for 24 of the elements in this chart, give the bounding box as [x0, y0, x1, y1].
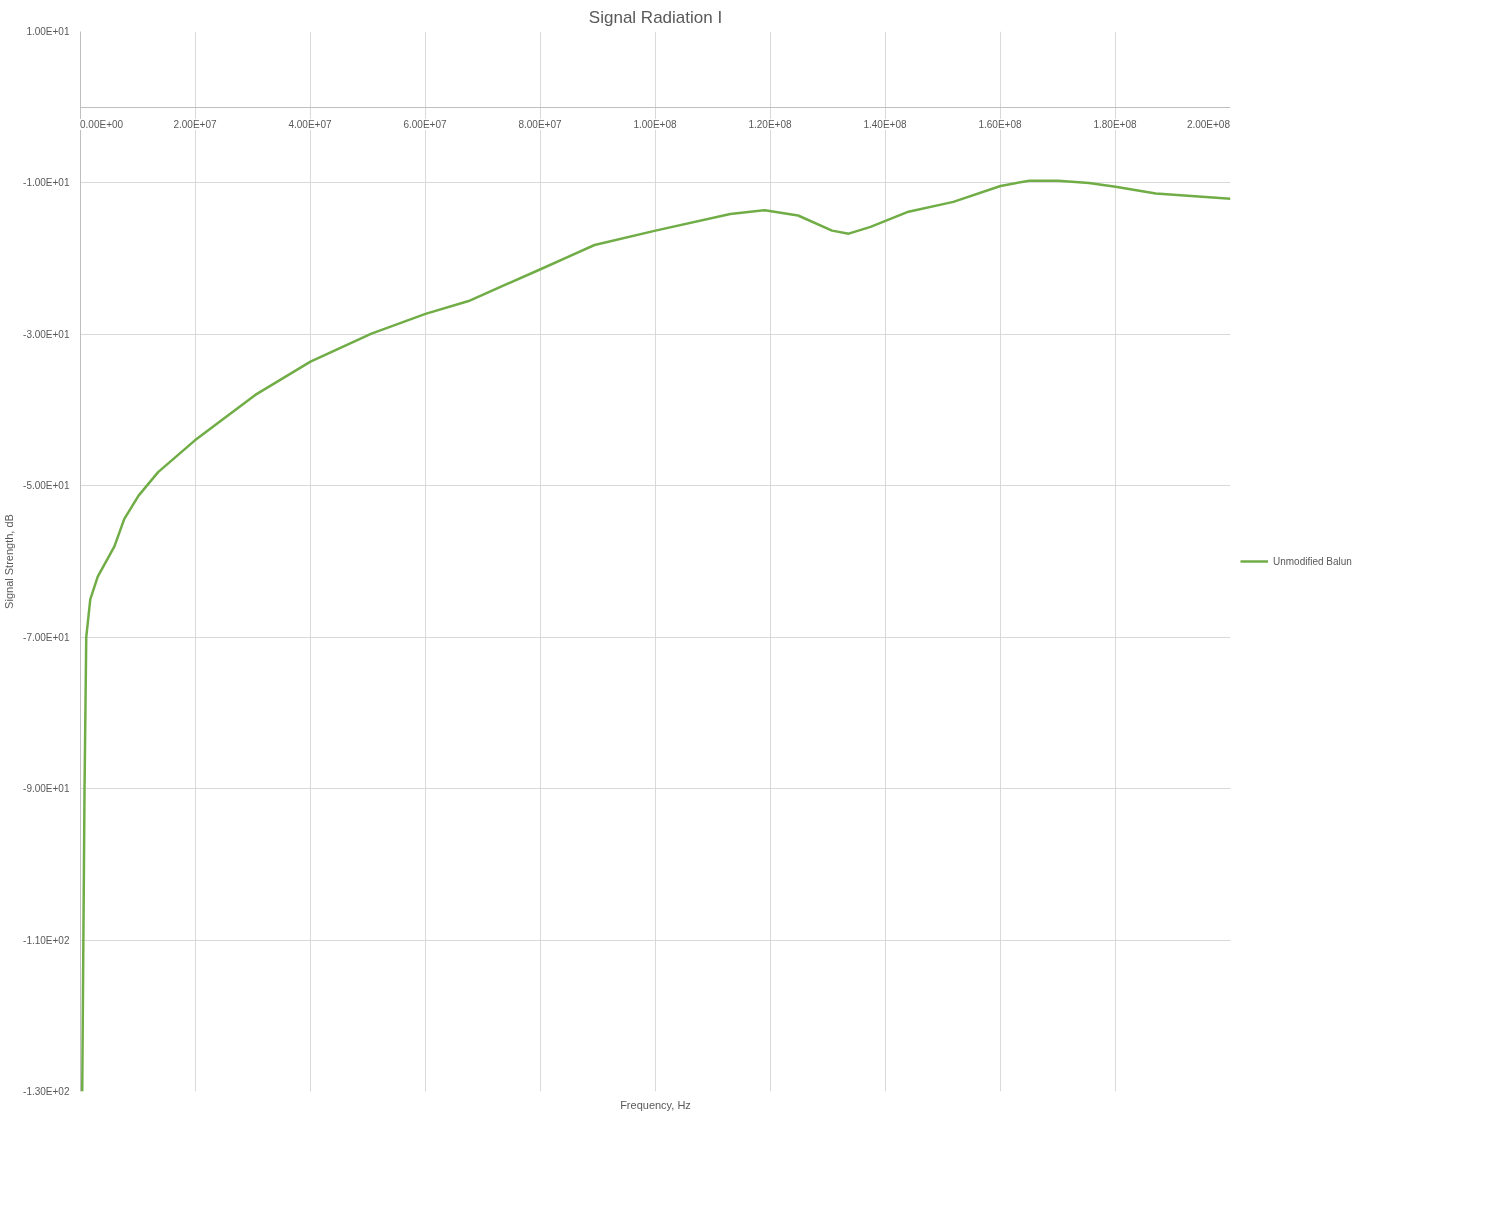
- x-tick-label: 1.20E+08: [748, 118, 792, 130]
- x-tick-label: 8.00E+07: [518, 118, 562, 130]
- x-tick-label: 1.40E+08: [863, 118, 907, 130]
- y-tick-label: -9.00E+01: [23, 783, 70, 795]
- x-axis-title: Frequency, Hz: [620, 1098, 691, 1111]
- y-tick-label: -1.00E+01: [23, 177, 70, 189]
- chart-title: Signal Radiation I: [588, 7, 723, 27]
- x-tick-label: 1.80E+08: [1093, 118, 1137, 130]
- x-tick-label: 1.60E+08: [978, 118, 1022, 130]
- y-tick-label: -3.00E+01: [23, 328, 70, 340]
- line-series: [80, 179, 1231, 1092]
- y-tick-label: -7.00E+01: [23, 631, 70, 643]
- x-tick-label: 6.00E+07: [403, 118, 447, 130]
- legend-label: Unmodified Balun: [1273, 555, 1352, 567]
- x-tick-label: 2.00E+07: [173, 118, 217, 130]
- y-tick-label: -5.00E+01: [23, 480, 70, 492]
- x-tick-label: 4.00E+07: [288, 118, 332, 130]
- y-tick-label: -1.30E+02: [23, 1086, 70, 1097]
- y-axis-title: Signal Strength, dB: [3, 514, 16, 609]
- y-tick-label: -1.10E+02: [23, 934, 70, 946]
- x-tick-label: 0.00E+00: [80, 118, 124, 130]
- x-tick-label: 1.00E+08: [633, 118, 677, 130]
- x-tick-label: 2.00E+08: [1186, 118, 1230, 130]
- y-tick-label: 1.00E+01: [26, 26, 70, 37]
